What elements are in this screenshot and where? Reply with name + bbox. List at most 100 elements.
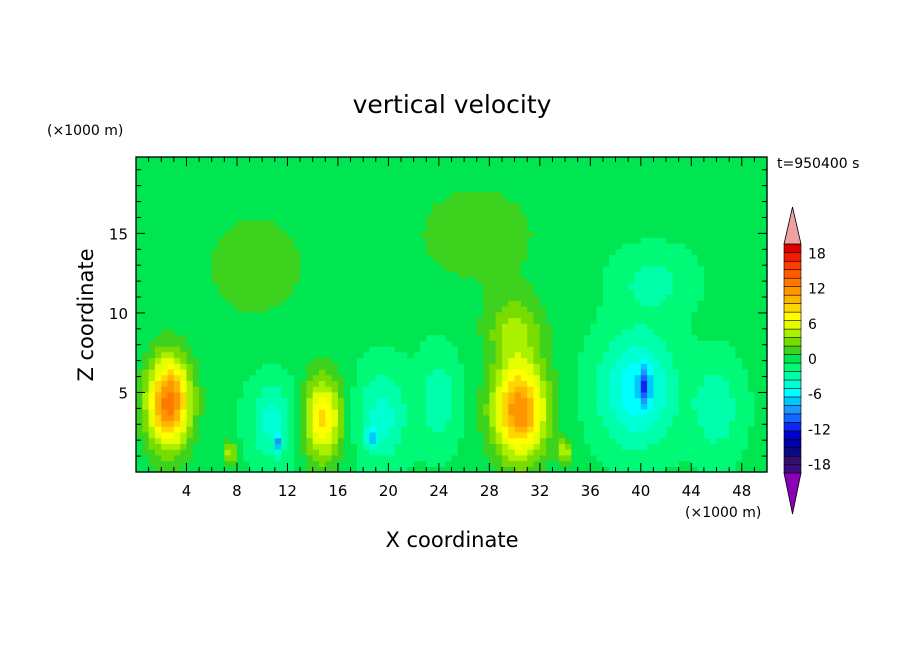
heatmap-cell [489, 277, 497, 284]
heatmap-cell [426, 323, 434, 330]
heatmap-cell [640, 305, 648, 313]
heatmap-cell [628, 340, 636, 347]
heatmap-cell [609, 363, 617, 370]
heatmap-cell [173, 431, 181, 439]
heatmap-cell [558, 191, 566, 198]
heatmap-cell [501, 374, 509, 381]
heatmap-cell [539, 300, 547, 307]
heatmap-cell [495, 294, 503, 301]
heatmap-cell [350, 449, 358, 456]
heatmap-cell [142, 357, 150, 364]
heatmap-cell [552, 225, 560, 233]
heatmap-cell [167, 305, 175, 313]
heatmap-cell [697, 466, 705, 473]
heatmap-cell [186, 271, 194, 278]
heatmap-cell [186, 202, 194, 210]
heatmap-cell [224, 231, 232, 238]
heatmap-cell [413, 260, 421, 267]
heatmap-cell [565, 420, 572, 427]
heatmap-cell [716, 323, 724, 330]
heatmap-cell [401, 374, 408, 381]
heatmap-cell [716, 466, 724, 473]
heatmap-cell [148, 294, 156, 301]
heatmap-cell [161, 231, 169, 238]
heatmap-cell [407, 328, 415, 336]
heatmap-cell [136, 386, 143, 393]
heatmap-cell [741, 328, 749, 336]
heatmap-cell [205, 317, 213, 324]
heatmap-cell [186, 300, 194, 307]
heatmap-cell [501, 454, 509, 462]
heatmap-cell [514, 391, 522, 399]
heatmap-cell [136, 265, 143, 273]
heatmap-cell [741, 323, 749, 330]
heatmap-cell [230, 260, 238, 267]
heatmap-cell [508, 323, 516, 330]
heatmap-cell [647, 409, 655, 416]
heatmap-cell [192, 414, 200, 422]
heatmap-cell [514, 323, 522, 330]
heatmap-cell [274, 409, 282, 416]
heatmap-cell [678, 414, 686, 422]
heatmap-cell [647, 271, 655, 278]
heatmap-cell [325, 380, 333, 387]
heatmap-cell [281, 300, 289, 307]
heatmap-cell [312, 414, 320, 422]
heatmap-cell [173, 386, 181, 393]
heatmap-cell [161, 220, 169, 227]
heatmap-cell [678, 443, 686, 450]
heatmap-cell [552, 403, 560, 410]
heatmap-cell [476, 420, 484, 427]
heatmap-cell [268, 357, 276, 364]
heatmap-cell [628, 328, 636, 336]
heatmap-cell [218, 357, 225, 364]
heatmap-cell [457, 323, 465, 330]
heatmap-cell [350, 409, 358, 416]
heatmap-cell [483, 386, 490, 393]
heatmap-cell [432, 346, 440, 353]
heatmap-cell [640, 265, 648, 273]
heatmap-cell [729, 443, 737, 450]
heatmap-cell [760, 294, 768, 301]
heatmap-cell [558, 220, 566, 227]
heatmap-cell [331, 431, 339, 439]
heatmap-cell [180, 414, 188, 422]
heatmap-cell [495, 288, 503, 296]
heatmap-cell [224, 300, 232, 307]
heatmap-cell [533, 208, 541, 215]
heatmap-cell [571, 317, 579, 324]
heatmap-cell [552, 420, 560, 427]
heatmap-cell [293, 380, 301, 387]
heatmap-cell [577, 265, 585, 273]
heatmap-cell [312, 271, 320, 278]
heatmap-cell [142, 403, 150, 410]
heatmap-cell [722, 391, 730, 399]
heatmap-cell [356, 202, 364, 210]
heatmap-cell [691, 197, 699, 204]
heatmap-cell [615, 357, 623, 364]
heatmap-cell [495, 391, 503, 399]
heatmap-cell [394, 311, 402, 318]
heatmap-cell [647, 191, 655, 198]
heatmap-cell [375, 294, 383, 301]
heatmap-cell [489, 443, 497, 450]
heatmap-cell [148, 380, 156, 387]
heatmap-cell [331, 391, 339, 399]
heatmap-cell [262, 328, 270, 336]
heatmap-cell [659, 288, 667, 296]
heatmap-cell [741, 317, 749, 324]
heatmap-cell [344, 311, 352, 318]
heatmap-cell [224, 191, 232, 198]
heatmap-cell [369, 208, 377, 215]
heatmap-cell [577, 466, 585, 473]
heatmap-cell [394, 346, 402, 353]
heatmap-cell [274, 185, 282, 192]
heatmap-cell [647, 443, 655, 450]
heatmap-cell [236, 346, 244, 353]
heatmap-cell [735, 225, 743, 233]
heatmap-cell [735, 357, 743, 364]
heatmap-cell [167, 449, 175, 456]
heatmap-cell [318, 242, 326, 250]
heatmap-cell [590, 437, 598, 444]
heatmap-cell [300, 231, 307, 238]
